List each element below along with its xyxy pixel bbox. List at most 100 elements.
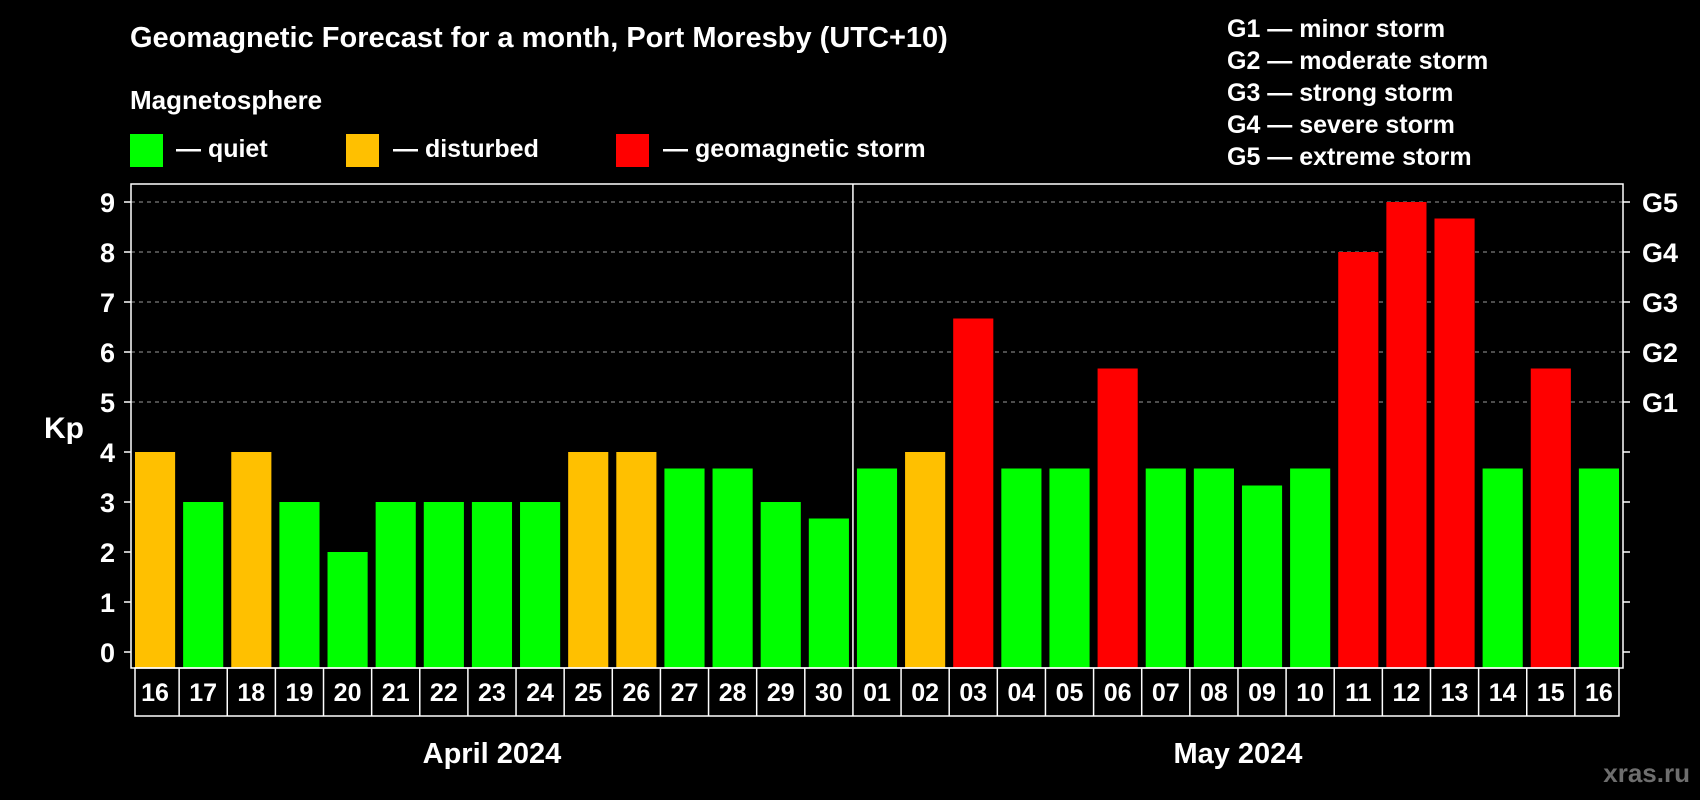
chart-title: Geomagnetic Forecast for a month, Port M… xyxy=(130,22,948,54)
x-tick-label: 23 xyxy=(478,679,506,707)
bar-6 xyxy=(423,502,464,668)
x-tick-label: 26 xyxy=(622,679,650,707)
legend-label-storm: — geomagnetic storm xyxy=(663,135,926,163)
x-tick-label: 29 xyxy=(767,679,795,707)
bar-21 xyxy=(1145,468,1186,668)
bar-25 xyxy=(1338,252,1379,668)
x-tick-label: 13 xyxy=(1441,679,1469,707)
x-tick-label: 27 xyxy=(671,679,699,707)
bar-8 xyxy=(520,502,561,668)
bar-2 xyxy=(231,452,272,668)
storm-key-g2: G2 — moderate storm xyxy=(1227,47,1488,75)
y-tick-label: 0 xyxy=(100,638,115,668)
bar-7 xyxy=(471,502,513,668)
x-tick-label: 05 xyxy=(1056,679,1084,707)
y-tick-label: 4 xyxy=(100,438,115,468)
bars-layer xyxy=(135,202,1619,668)
x-tick-label: 12 xyxy=(1393,679,1421,707)
storm-key-g5: G5 — extreme storm xyxy=(1227,143,1472,171)
g-level-label-g5: G5 xyxy=(1642,188,1678,218)
bar-10 xyxy=(616,452,657,668)
bar-19 xyxy=(1049,468,1090,668)
x-tick-label: 03 xyxy=(959,679,987,707)
y-tick-label: 7 xyxy=(100,288,115,318)
month-label-1: May 2024 xyxy=(1173,738,1302,770)
bar-23 xyxy=(1241,485,1283,668)
bar-14 xyxy=(808,518,849,668)
x-tick-label: 16 xyxy=(1585,679,1613,707)
month-label-0: April 2024 xyxy=(423,738,562,770)
x-tick-label: 25 xyxy=(574,679,602,707)
bar-11 xyxy=(664,468,705,668)
x-tick-label: 16 xyxy=(141,679,169,707)
x-tick-label: 07 xyxy=(1152,679,1180,707)
y-axis-label: Kp xyxy=(44,412,84,445)
legend-heading: Magnetosphere xyxy=(130,85,322,115)
x-tick-label: 22 xyxy=(430,679,458,707)
bar-4 xyxy=(327,552,368,668)
x-tick-label: 09 xyxy=(1248,679,1276,707)
bar-18 xyxy=(1001,468,1042,668)
storm-key-g3: G3 — strong storm xyxy=(1227,79,1453,107)
x-tick-label: 30 xyxy=(815,679,843,707)
x-tick-label: 28 xyxy=(719,679,747,707)
bar-20 xyxy=(1097,368,1138,668)
bar-17 xyxy=(953,318,994,668)
x-tick-label: 04 xyxy=(1007,679,1035,707)
x-tick-label: 02 xyxy=(911,679,939,707)
x-tick-label: 10 xyxy=(1296,679,1324,707)
y-tick-label: 3 xyxy=(100,488,115,518)
axes-layer xyxy=(124,183,1630,717)
storm-key-g1: G1 — minor storm xyxy=(1227,15,1445,43)
legend-swatch-quiet xyxy=(130,134,163,167)
x-tick-label: 17 xyxy=(189,679,217,707)
y-tick-label: 5 xyxy=(100,388,115,418)
x-tick-label: 19 xyxy=(286,679,314,707)
bar-22 xyxy=(1193,468,1234,668)
y-tick-label: 2 xyxy=(100,538,115,568)
bar-3 xyxy=(279,502,320,668)
x-tick-label: 11 xyxy=(1345,679,1372,707)
x-tick-label: 15 xyxy=(1537,679,1565,707)
g-level-label-g4: G4 xyxy=(1642,238,1678,268)
day-label-row xyxy=(134,667,1620,717)
bar-30 xyxy=(1578,468,1619,668)
bar-15 xyxy=(856,468,898,668)
x-tick-label: 08 xyxy=(1200,679,1228,707)
x-tick-label: 01 xyxy=(863,679,891,707)
y-tick-label: 6 xyxy=(100,338,115,368)
g-level-label-g1: G1 xyxy=(1642,388,1678,418)
bar-13 xyxy=(760,502,801,668)
bar-5 xyxy=(375,502,416,668)
legend: — quiet — disturbed — geomagnetic storm xyxy=(130,134,926,167)
storm-scale-key: G1 — minor storm G2 — moderate storm G3 … xyxy=(1227,15,1488,171)
y-tick-label: 8 xyxy=(100,238,115,268)
bar-29 xyxy=(1530,368,1571,668)
bar-27 xyxy=(1434,218,1475,668)
y-tick-label: 1 xyxy=(100,588,115,618)
bar-16 xyxy=(905,452,946,668)
watermark: xras.ru xyxy=(1603,758,1690,788)
x-tick-label: 14 xyxy=(1489,679,1517,707)
x-tick-label: 21 xyxy=(382,679,410,707)
x-tick-label: 20 xyxy=(334,679,362,707)
x-tick-label: 24 xyxy=(526,679,554,707)
x-tick-label: 06 xyxy=(1104,679,1132,707)
g-level-label-g2: G2 xyxy=(1642,338,1678,368)
x-tick-label: 18 xyxy=(237,679,265,707)
legend-label-quiet: — quiet xyxy=(176,135,268,163)
storm-key-g4: G4 — severe storm xyxy=(1227,111,1455,139)
bar-9 xyxy=(568,452,609,668)
bar-26 xyxy=(1386,202,1427,668)
bar-28 xyxy=(1482,468,1523,668)
legend-swatch-disturbed xyxy=(346,134,379,167)
bar-1 xyxy=(183,502,224,668)
g-level-label-g3: G3 xyxy=(1642,288,1678,318)
y-tick-label: 9 xyxy=(100,188,115,218)
bar-24 xyxy=(1290,468,1331,668)
legend-label-disturbed: — disturbed xyxy=(393,135,539,163)
bar-12 xyxy=(712,468,753,668)
bar-0 xyxy=(135,452,176,668)
